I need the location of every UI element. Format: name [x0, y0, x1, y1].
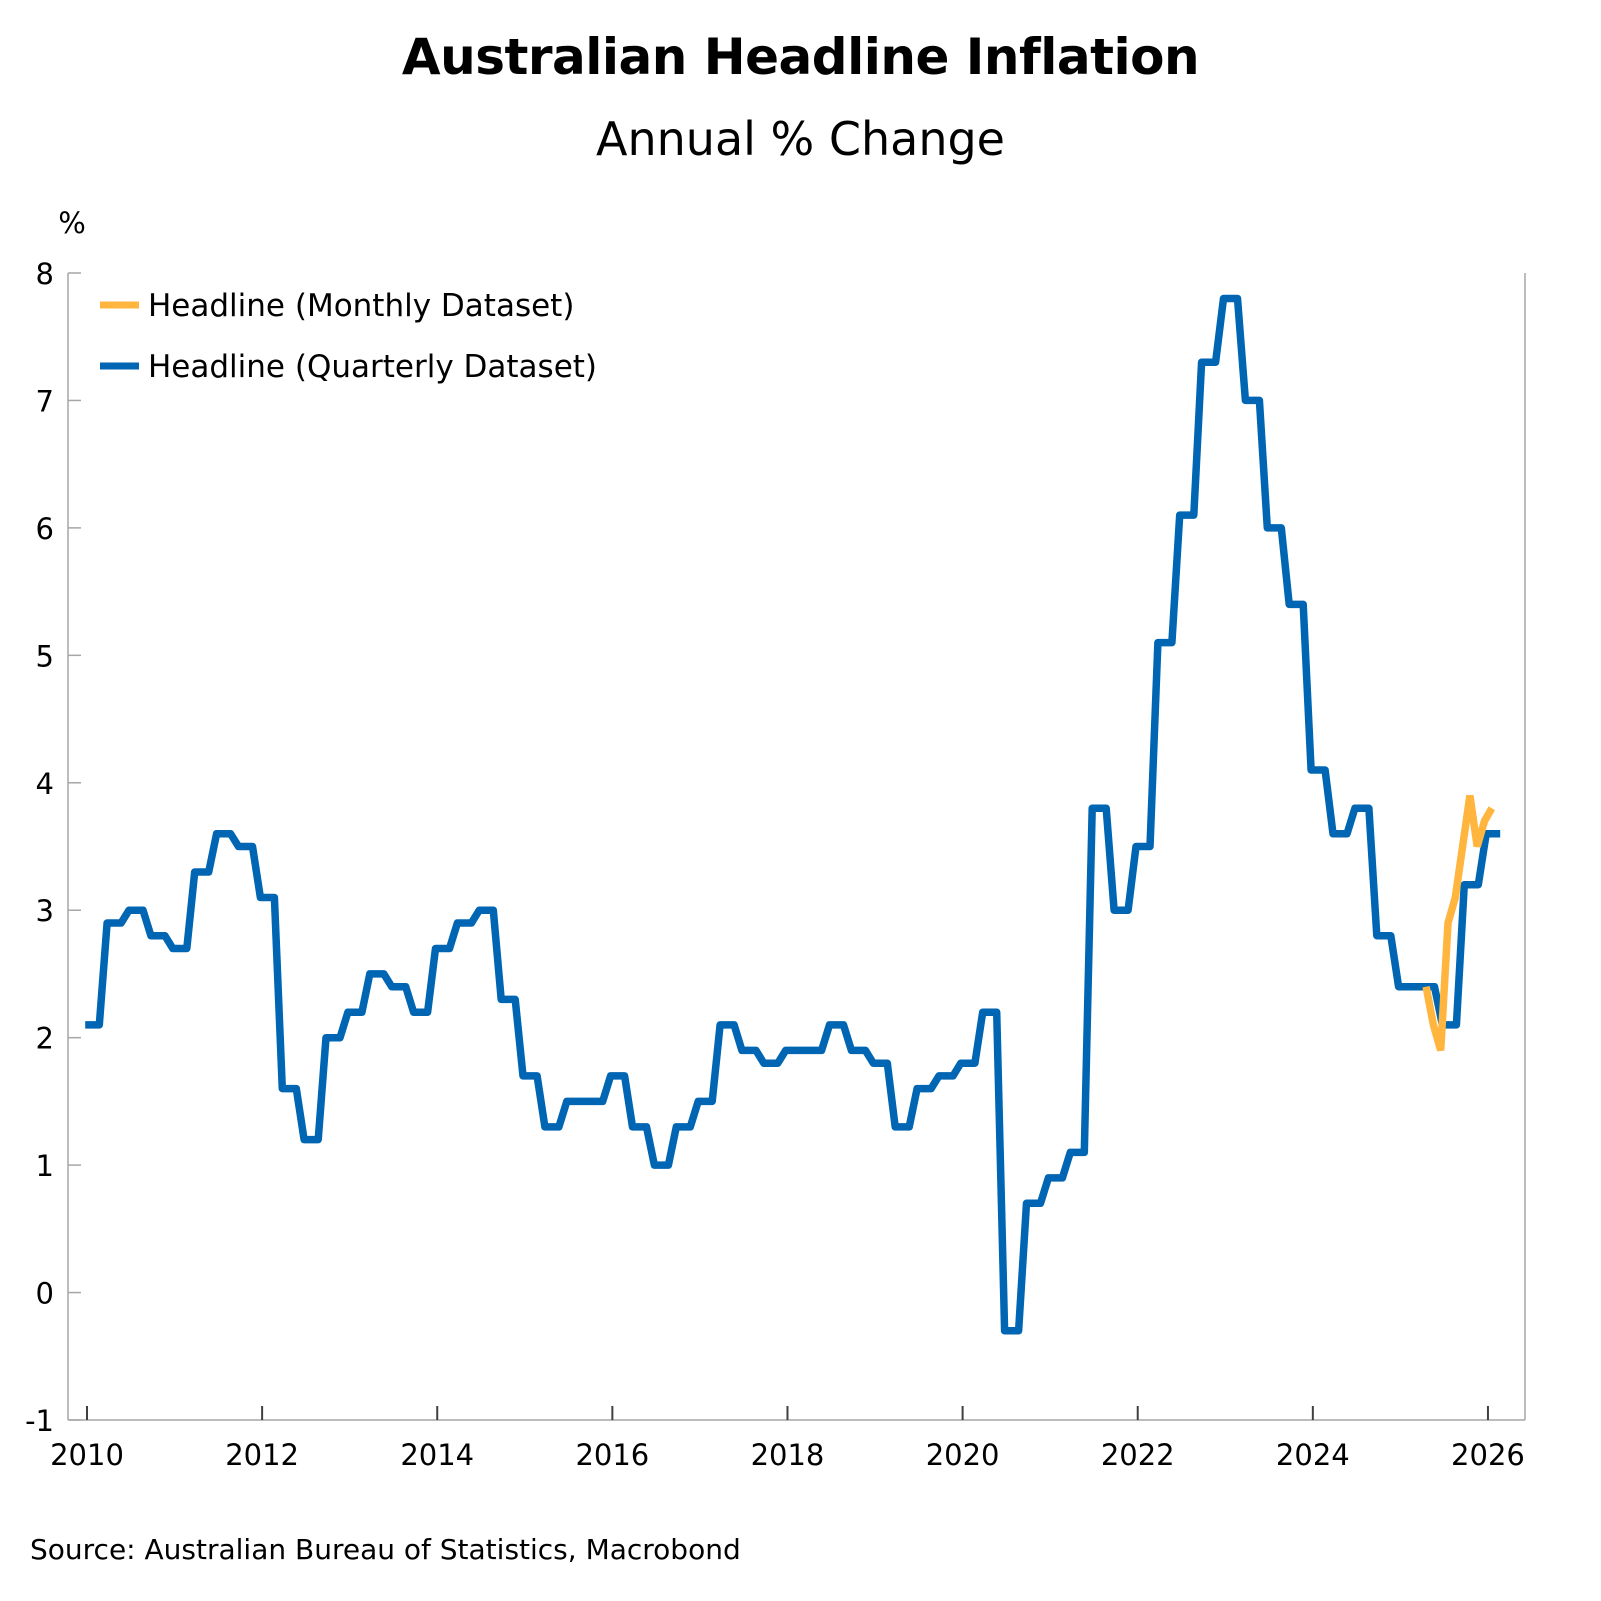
chart-subtitle: Annual % Change — [596, 112, 1005, 166]
axes — [67, 273, 1526, 1421]
legend: Headline (Monthly Dataset) Headline (Qua… — [100, 288, 597, 385]
y-tick-label: 7 — [36, 384, 54, 418]
y-tick-label: 8 — [36, 257, 54, 291]
x-tick-label: 2016 — [575, 1438, 649, 1472]
x-tick-label: 2020 — [926, 1438, 1000, 1472]
series-line-quarterly — [85, 294, 1501, 1335]
series-line-monthly — [1422, 794, 1496, 1052]
y-tick-label: 5 — [36, 639, 54, 673]
y-tick-label: 6 — [36, 512, 54, 546]
y-axis-ticks: -1 0 1 2 3 4 5 6 7 8 — [25, 257, 81, 1438]
x-tick-label: 2014 — [400, 1438, 474, 1472]
source-note: Source: Australian Bureau of Statistics,… — [30, 1533, 741, 1566]
x-tick-label: 2024 — [1276, 1438, 1350, 1472]
x-tick-label: 2018 — [751, 1438, 825, 1472]
legend-label-monthly: Headline (Monthly Dataset) — [148, 288, 574, 324]
y-tick-label: 1 — [36, 1149, 54, 1183]
x-tick-label: 2026 — [1451, 1438, 1525, 1472]
series-lines — [85, 294, 1501, 1335]
y-tick-label: 0 — [36, 1277, 54, 1311]
y-axis-unit-label: % — [58, 206, 86, 240]
legend-label-quarterly: Headline (Quarterly Dataset) — [148, 349, 597, 385]
x-tick-label: 2012 — [225, 1438, 299, 1472]
x-tick-label: 2022 — [1101, 1438, 1175, 1472]
y-tick-label: 3 — [36, 894, 54, 928]
chart-title: Australian Headline Inflation — [401, 28, 1200, 86]
y-tick-label: 2 — [36, 1022, 54, 1056]
x-axis-ticks: 2010 2012 2014 2016 2018 2020 2022 2024 2026 — [50, 1406, 1525, 1472]
y-tick-label: -1 — [25, 1404, 54, 1438]
y-tick-label: 4 — [36, 767, 54, 801]
x-tick-label: 2010 — [50, 1438, 124, 1472]
